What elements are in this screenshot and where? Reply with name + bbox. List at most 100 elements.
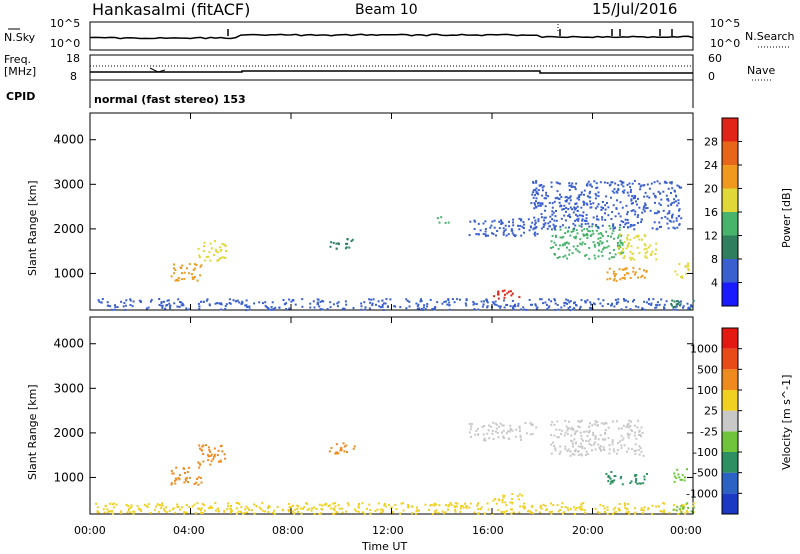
data-pixel-p0-r0 — [569, 306, 572, 308]
data-pixel-p1-r0 — [245, 505, 248, 508]
data-pixel-p0-r6 — [511, 292, 514, 295]
data-pixel-p0-r11 — [568, 189, 571, 191]
data-pixel-p1-r0 — [97, 511, 100, 514]
data-pixel-p0-r11 — [529, 225, 532, 228]
data-pixel-p0-r7 — [554, 244, 557, 247]
data-pixel-p0-r11 — [582, 211, 585, 214]
data-pixel-p1-r4 — [525, 432, 528, 435]
colorbar-swatch — [722, 165, 738, 189]
data-pixel-p0-r12 — [689, 307, 692, 310]
data-pixel-p0-r11 — [572, 185, 575, 188]
data-pixel-p0-r12 — [671, 299, 674, 302]
data-pixel-p1-r0 — [214, 502, 217, 505]
data-pixel-p0-r1 — [177, 279, 180, 282]
data-pixel-p1-r0 — [345, 510, 348, 513]
data-pixel-p0-r0 — [517, 304, 520, 307]
data-pixel-p1-r0 — [307, 508, 310, 510]
data-pixel-p1-r2 — [209, 463, 212, 466]
nsky-tick-top: 10^5 — [50, 17, 81, 30]
data-pixel-p0-r11 — [639, 188, 642, 191]
data-pixel-p1-r4 — [530, 423, 532, 426]
data-pixel-p0-r11 — [589, 196, 592, 199]
data-pixel-p0-r11 — [626, 213, 629, 216]
colorbar-swatch — [722, 472, 738, 494]
data-pixel-p0-r11 — [620, 183, 623, 186]
data-pixel-p0-r11 — [653, 181, 656, 184]
data-pixel-p1-r0 — [183, 512, 186, 515]
data-pixel-p1-r0 — [578, 506, 581, 509]
data-pixel-p0-r0 — [629, 308, 632, 310]
data-pixel-p1-r6 — [553, 445, 556, 447]
data-pixel-p0-r0 — [539, 298, 542, 301]
data-pixel-p0-r0 — [548, 305, 551, 308]
data-pixel-p1-r7 — [635, 477, 638, 480]
data-pixel-p0-r11 — [610, 218, 613, 220]
data-pixel-p0-r11 — [612, 204, 615, 207]
data-pixel-p1-r2 — [219, 460, 222, 463]
data-pixel-p0-r7 — [556, 257, 559, 259]
data-pixel-p1-r0 — [361, 502, 364, 505]
data-pixel-p0-r11 — [654, 196, 657, 199]
data-pixel-p0-r8 — [628, 256, 631, 259]
data-pixel-p0-r11 — [587, 222, 590, 225]
data-pixel-p0-r0 — [421, 309, 424, 311]
data-pixel-p0-r0 — [590, 303, 593, 306]
data-pixel-p0-r11 — [533, 216, 536, 219]
data-pixel-p1-r6 — [555, 428, 558, 431]
data-pixel-p1-r7 — [610, 471, 613, 473]
data-pixel-p0-r0 — [205, 299, 208, 302]
data-pixel-p1-r0 — [651, 513, 654, 516]
beam-label: Beam 10 — [355, 2, 418, 18]
data-pixel-p0-r7 — [599, 236, 602, 239]
data-pixel-p1-r0 — [618, 509, 621, 512]
data-pixel-p1-r5 — [494, 498, 497, 500]
data-pixel-p0-r11 — [534, 205, 537, 208]
data-pixel-p0-r11 — [668, 219, 671, 222]
nsky-tick-bottom: 10^0 — [50, 37, 81, 50]
data-pixel-p1-r6 — [570, 426, 573, 429]
data-pixel-p0-r12 — [675, 300, 678, 303]
data-pixel-p0-r1 — [188, 272, 191, 275]
data-pixel-p0-r11 — [551, 206, 554, 209]
data-pixel-p0-r11 — [540, 227, 543, 230]
data-pixel-p1-r0 — [634, 511, 637, 514]
data-pixel-p1-r0 — [161, 502, 163, 505]
y-tick-label: 1000 — [53, 470, 84, 484]
data-pixel-p0-r0 — [240, 302, 243, 305]
data-pixel-p1-r8 — [677, 473, 680, 476]
data-pixel-p1-r6 — [577, 425, 580, 428]
data-pixel-p0-r11 — [553, 225, 556, 228]
data-pixel-p0-r7 — [600, 250, 603, 253]
data-pixel-p0-r11 — [559, 225, 562, 228]
data-pixel-p1-r7 — [605, 472, 608, 475]
data-pixel-p1-r7 — [609, 482, 612, 485]
data-pixel-p0-r11 — [582, 215, 584, 218]
data-pixel-p1-r0 — [441, 510, 444, 513]
data-pixel-p0-r0 — [382, 302, 385, 305]
data-pixel-p1-r6 — [575, 441, 578, 444]
data-pixel-p0-r0 — [241, 300, 244, 303]
data-pixel-p0-r1 — [199, 265, 202, 268]
data-pixel-p0-r11 — [680, 186, 683, 189]
nsearch-tick-top: 10^5 — [710, 17, 741, 30]
data-pixel-p1-r0 — [104, 504, 107, 507]
data-pixel-p1-r2 — [213, 453, 216, 456]
data-pixel-p0-r6 — [510, 294, 513, 297]
data-pixel-p0-r1 — [173, 272, 175, 275]
data-pixel-p1-r6 — [600, 422, 603, 425]
data-pixel-p1-r0 — [569, 508, 572, 511]
data-pixel-p1-r2 — [213, 447, 216, 450]
data-pixel-p1-r4 — [499, 422, 502, 425]
data-pixel-p0-r0 — [448, 301, 451, 304]
data-pixel-p1-r0 — [368, 503, 371, 506]
data-pixel-p0-r7 — [620, 252, 623, 255]
data-pixel-p0-r0 — [563, 304, 566, 307]
data-pixel-p1-r0 — [641, 512, 644, 515]
data-pixel-p1-r0 — [246, 507, 249, 510]
data-pixel-p0-r0 — [416, 305, 419, 308]
data-pixel-p1-r7 — [613, 479, 616, 482]
data-pixel-p0-r1 — [191, 277, 194, 280]
data-pixel-p0-r7 — [591, 225, 594, 228]
data-pixel-p0-r7 — [564, 254, 567, 257]
data-pixel-p1-r6 — [612, 448, 615, 451]
